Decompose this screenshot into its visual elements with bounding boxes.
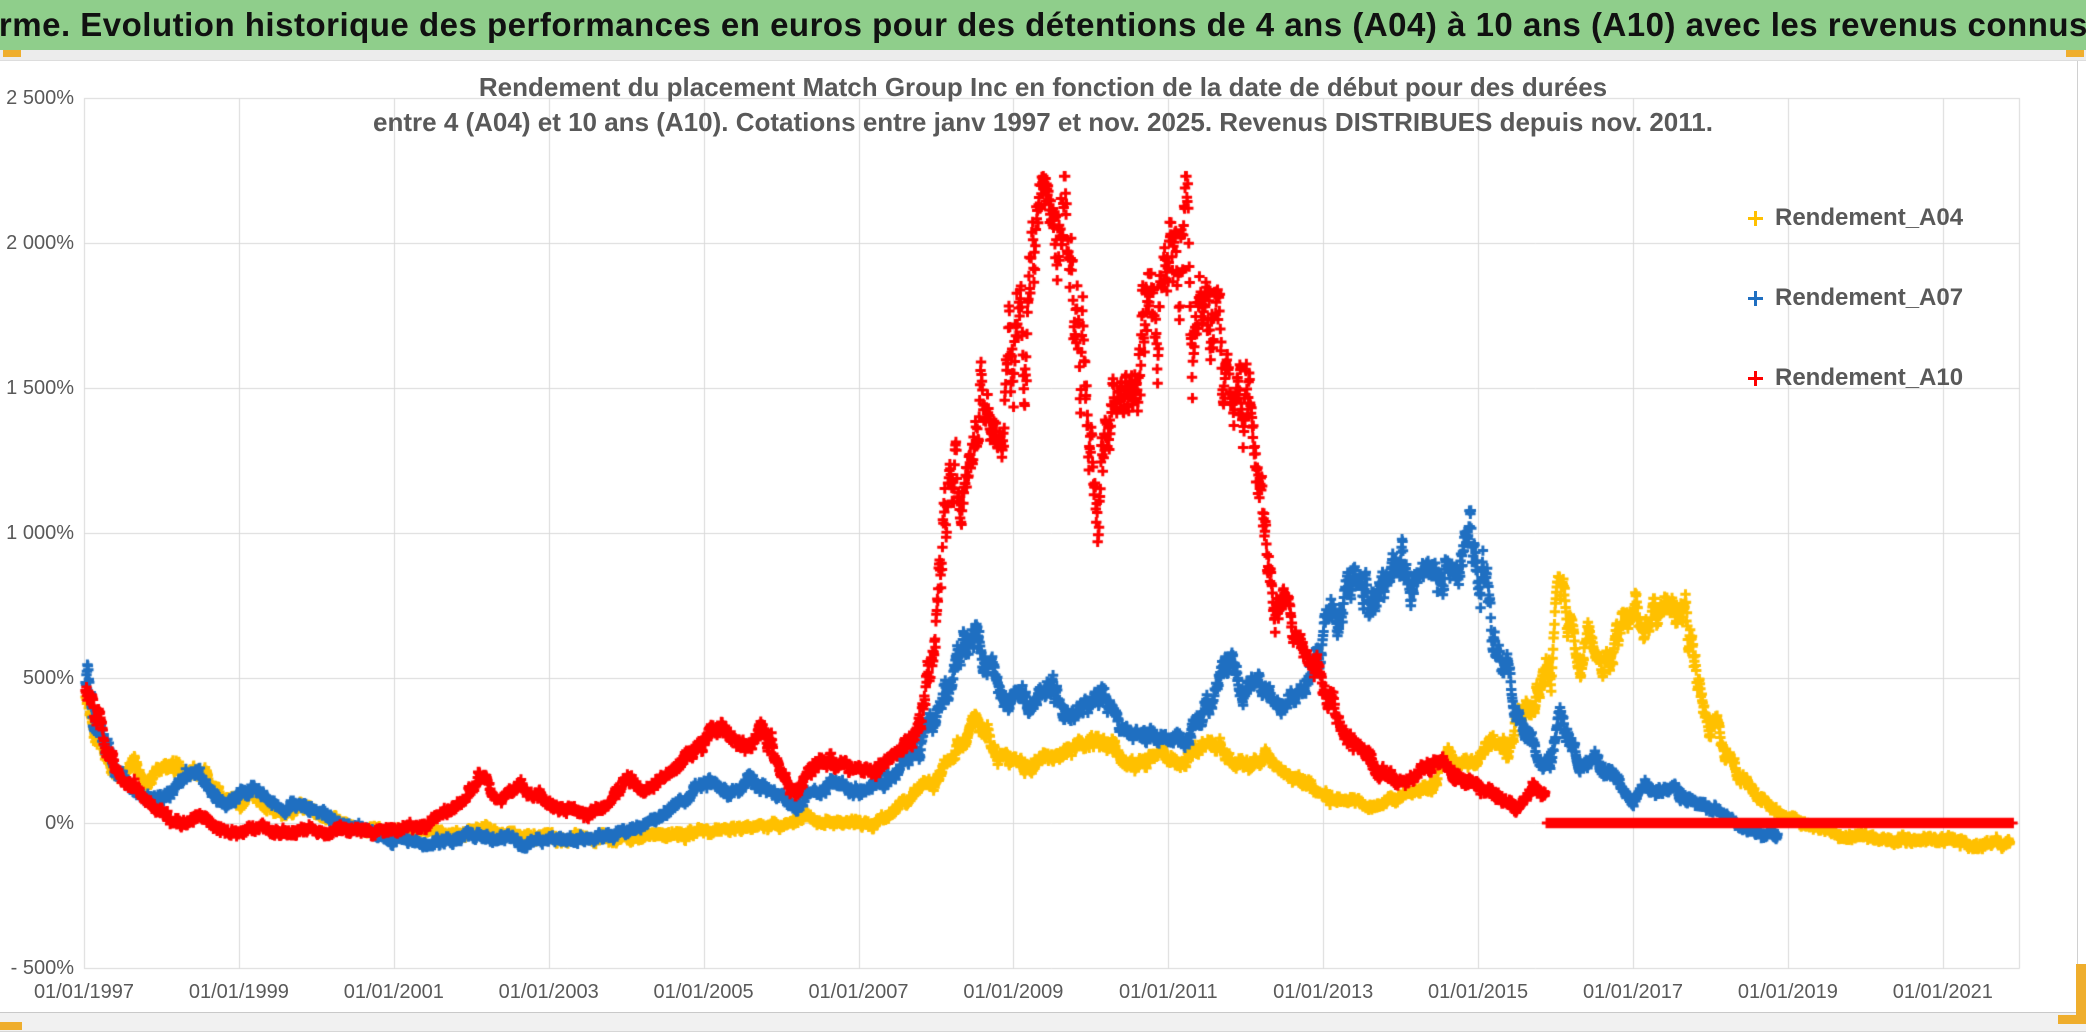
- legend-item-rendement-a07[interactable]: Rendement_A07: [1748, 283, 1963, 313]
- x-axis-tick-label: 01/01/2005: [653, 981, 754, 1003]
- y-axis-tick-label: 2 000%: [6, 232, 74, 254]
- x-axis-tick-label: 01/01/2015: [1428, 981, 1529, 1003]
- plus-marker-icon: [1748, 370, 1763, 386]
- x-axis-tick-label: 01/01/2013: [1273, 981, 1374, 1003]
- x-axis-tick-label: 01/01/1997: [33, 981, 135, 1003]
- y-axis-tick-label: 0%: [45, 812, 74, 834]
- orange-scrollbar-handle[interactable]: [2076, 964, 2086, 1024]
- y-axis-tick-label: 1 500%: [6, 377, 74, 399]
- chart-title-line1: Rendement du placement Match Group Inc e…: [478, 72, 1608, 102]
- y-axis-tick-label: 2 500%: [6, 87, 74, 109]
- chart-legend: Rendement_A04 Rendement_A07 Rendement_A1…: [1748, 203, 1963, 443]
- x-axis-tick-label: 01/01/2007: [808, 981, 909, 1003]
- chart-title: Rendement du placement Match Group Inc e…: [0, 70, 2086, 140]
- y-axis-tick-label: - 500%: [10, 957, 74, 979]
- legend-item-rendement-a04[interactable]: Rendement_A04: [1748, 203, 1963, 233]
- x-axis-tick-label: 01/01/2009: [963, 981, 1064, 1003]
- plus-marker-icon: [1748, 290, 1763, 306]
- x-axis-tick-label: 01/01/1999: [188, 981, 289, 1003]
- orange-accent-bottom-right: [2058, 1015, 2086, 1024]
- x-axis-tick-label: 01/01/2011: [1118, 981, 1218, 1003]
- orange-accent-bottom-left: [0, 1022, 22, 1030]
- window-separator-strip: [0, 50, 2086, 61]
- chart-object-area: Rendement du placement Match Group Inc e…: [0, 61, 2078, 1012]
- banner-title-bar: ADAM Informe. Evolution historique des p…: [0, 0, 2086, 50]
- x-axis-tick-label: 01/01/2019: [1737, 981, 1838, 1003]
- legend-item-rendement-a10[interactable]: Rendement_A10: [1748, 363, 1963, 393]
- banner-title-text: ADAM Informe. Evolution historique des p…: [0, 6, 2086, 43]
- x-axis-tick-label: 01/01/2003: [498, 981, 599, 1003]
- x-axis-tick-label: 01/01/2021: [1892, 981, 1993, 1003]
- orange-accent-top-right: [2066, 50, 2084, 57]
- y-axis-tick-label: 500%: [22, 667, 74, 689]
- legend-label-a04: Rendement_A04: [1775, 204, 1964, 231]
- x-axis-tick-label: 01/01/2017: [1582, 981, 1684, 1003]
- x-axis-tick-label: 01/01/2001: [343, 981, 444, 1003]
- chart-title-line2: entre 4 (A04) et 10 ans (A10). Cotations…: [373, 107, 1713, 137]
- y-axis-tick-label: 1 000%: [6, 522, 74, 544]
- orange-accent-top-left: [3, 50, 21, 57]
- legend-label-a07: Rendement_A07: [1775, 284, 1964, 311]
- bottom-scrollbar-strip[interactable]: [0, 1012, 2086, 1032]
- scatter-plot-canvas: [0, 61, 2078, 1012]
- legend-label-a10: Rendement_A10: [1775, 364, 1964, 391]
- plus-marker-icon: [1748, 210, 1763, 226]
